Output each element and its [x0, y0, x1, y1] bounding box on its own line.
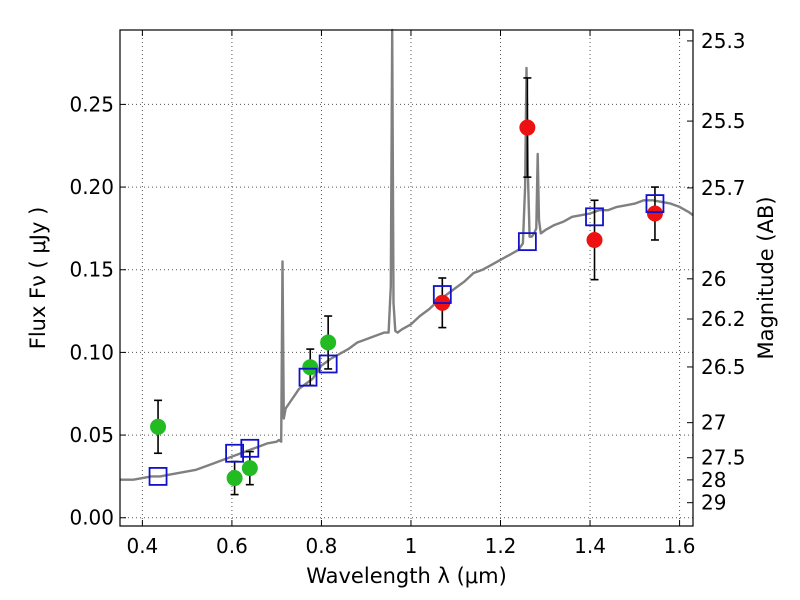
- model-box-point: [585, 207, 604, 227]
- y-tick-label: 0.10: [69, 340, 114, 364]
- y2-tick-label: 25.7: [701, 176, 746, 200]
- model-box-point: [240, 438, 260, 458]
- red-data-point: [586, 231, 603, 248]
- y-tick-label: 0.00: [69, 506, 114, 530]
- y2-tick-label: 26.2: [701, 307, 746, 331]
- error-bars: [154, 77, 659, 496]
- model-photometry-boxes: [148, 194, 665, 486]
- model-box-point: [645, 194, 665, 214]
- x-tick-label: 1: [405, 534, 418, 558]
- x-tick-label: 0.8: [306, 534, 338, 558]
- red-data-point: [646, 205, 663, 222]
- x-tick-label: 0.6: [216, 534, 248, 558]
- model-box-point: [298, 367, 318, 387]
- model-box-point: [225, 443, 245, 463]
- model-box-point: [432, 285, 452, 304]
- red-data-point: [519, 119, 536, 136]
- green-data-point: [320, 334, 337, 351]
- y-tick-label: 0.20: [69, 175, 114, 199]
- model-spectrum: [120, 28, 694, 481]
- y2-tick-label: 29: [701, 491, 726, 515]
- y2-tick-label: 27: [701, 411, 726, 435]
- x-tick-label: 1.2: [485, 534, 517, 558]
- y-axis-label: Flux Fν ( μJy ): [26, 207, 50, 350]
- y-tick-label: 0.15: [69, 258, 114, 282]
- y2-tick-label: 26: [701, 267, 726, 291]
- x-tick-label: 1.6: [664, 534, 696, 558]
- y-tick-labels: 0.00 0.05 0.10 0.15 0.20 0.25: [69, 92, 114, 529]
- y2-tick-label: 27.5: [701, 446, 746, 470]
- y2-axis-label: Magnitude (AB): [754, 196, 778, 359]
- model-box-point: [148, 466, 168, 486]
- grid-lines: [120, 30, 693, 526]
- model-box-point: [318, 354, 338, 374]
- x-tick-labels: 0.4 0.6 0.8 1 1.2 1.4 1.6: [126, 534, 695, 558]
- y2-tick-label: 26.5: [701, 355, 746, 379]
- plot-frame: [119, 29, 694, 527]
- x-tick-label: 1.4: [574, 534, 606, 558]
- axis-ticks: [120, 30, 693, 526]
- x-tick-label: 0.4: [126, 534, 158, 558]
- green-data-point: [241, 460, 258, 477]
- green-data-point: [226, 470, 243, 487]
- x-axis-label: Wavelength λ (μm): [306, 564, 507, 588]
- y2-tick-label: 28: [701, 468, 726, 492]
- data-points: [150, 119, 663, 487]
- y-tick-label: 0.25: [69, 92, 114, 116]
- green-data-point: [302, 359, 319, 376]
- y2-tick-label: 25.3: [701, 29, 746, 53]
- model-box-point: [517, 232, 537, 252]
- y2-tick-label: 25.5: [701, 109, 746, 133]
- green-data-point: [150, 418, 167, 435]
- model-spectrum-line: [120, 28, 694, 481]
- y-tick-label: 0.05: [69, 423, 114, 447]
